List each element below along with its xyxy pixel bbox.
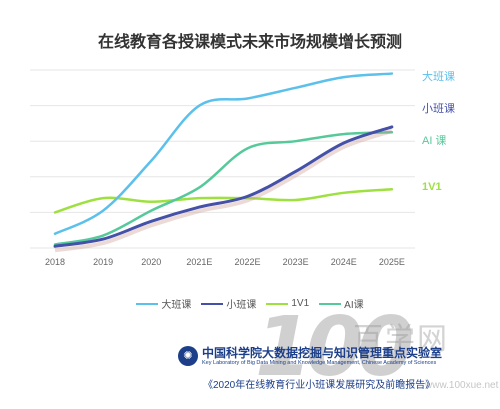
legend-item: AI课: [319, 296, 364, 311]
series-end-label: 1V1: [422, 181, 442, 193]
legend-label: AI课: [344, 300, 364, 311]
legend-swatch: [201, 302, 224, 305]
x-tick-label: 2023E: [283, 257, 309, 267]
legend-item: 大班课: [136, 296, 191, 311]
series-line-2: [53, 125, 394, 248]
x-tick-label: 2018: [45, 257, 65, 267]
legend-item: 1V1: [266, 296, 309, 311]
report-title: 《2020年在线教育行业小班课发展研究及前瞻报告》: [203, 380, 436, 391]
x-tick-label: 2024E: [331, 257, 357, 267]
series-line-3: [53, 188, 394, 214]
legend-swatch: [319, 302, 342, 305]
series-end-label: 小班课: [422, 102, 455, 115]
cas-logo-icon: ✺: [178, 346, 198, 366]
series-end-label: AI 课: [422, 134, 446, 147]
series-shadow: [54, 129, 393, 253]
x-axis: 2018 2019 2020 2021E 2022E 2023E 2024E 2025E: [45, 257, 405, 267]
x-tick-label: 2025E: [379, 257, 405, 267]
x-tick-label: 2019: [93, 257, 113, 267]
legend: 大班课 小班课 1V1 AI课: [0, 296, 500, 311]
legend-label: 大班课: [161, 300, 192, 311]
org-name-en: Key Laboratory of Big Data Mining and Kn…: [202, 360, 437, 366]
legend-swatch: [266, 302, 289, 305]
x-tick-label: 2021E: [186, 257, 212, 267]
legend-item: 小班课: [201, 296, 256, 311]
watermark-url: www.100xue.net: [425, 380, 499, 391]
legend-swatch: [136, 302, 159, 305]
x-tick-label: 2020: [141, 257, 161, 267]
grid: [30, 69, 415, 249]
chart-title: 在线教育各授课模式未来市场规模增长预测: [97, 34, 402, 51]
line-chart: 2018 2019 2020 2021E 2022E 2023E 2024E 2025E 大班…: [30, 69, 455, 267]
org-name-cn: 中国科学院大数据挖掘与知识管理重点实验室: [202, 346, 443, 360]
series-layer: [53, 72, 394, 253]
series-line-1: [53, 72, 394, 236]
legend-label: 1V1: [291, 298, 310, 309]
series-line-4: [53, 131, 394, 246]
series-end-label: 大班课: [422, 69, 455, 83]
legend-label: 小班课: [226, 300, 257, 311]
x-tick-label: 2022E: [234, 257, 260, 267]
